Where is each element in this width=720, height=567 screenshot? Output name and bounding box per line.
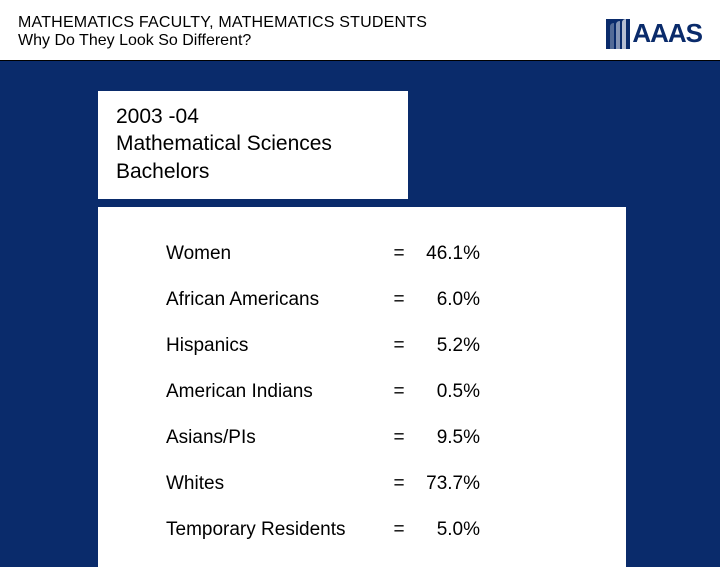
table-row: Asians/PIs = 9.5%	[98, 415, 626, 461]
header-text: MATHEMATICS FACULTY, MATHEMATICS STUDENT…	[18, 14, 427, 50]
logo-text: AAAS	[632, 18, 702, 49]
row-value: 5.0%	[414, 519, 480, 541]
row-value: 0.5%	[414, 381, 480, 403]
row-label: African Americans	[166, 289, 384, 311]
row-eq: =	[384, 335, 414, 357]
header-title-line2: Why Do They Look So Different?	[18, 32, 427, 50]
header-bar: MATHEMATICS FACULTY, MATHEMATICS STUDENT…	[0, 0, 720, 61]
table-row: Whites = 73.7%	[98, 461, 626, 507]
row-label: Hispanics	[166, 335, 384, 357]
data-table: Women = 46.1% African Americans = 6.0% H…	[98, 207, 626, 567]
row-label: American Indians	[166, 381, 384, 403]
row-label: Whites	[166, 473, 384, 495]
row-label: Asians/PIs	[166, 427, 384, 449]
row-value: 46.1%	[414, 243, 480, 265]
table-row: African Americans = 6.0%	[98, 277, 626, 323]
table-row: Hispanics = 5.2%	[98, 323, 626, 369]
row-eq: =	[384, 289, 414, 311]
table-row: Temporary Residents = 5.0%	[98, 507, 626, 553]
row-value: 73.7%	[414, 473, 480, 495]
title-line1: 2003 -04	[116, 103, 390, 130]
header-title-line1: MATHEMATICS FACULTY, MATHEMATICS STUDENT…	[18, 14, 427, 32]
row-eq: =	[384, 473, 414, 495]
logo-icon	[606, 19, 630, 49]
row-value: 6.0%	[414, 289, 480, 311]
row-value: 9.5%	[414, 427, 480, 449]
table-row: American Indians = 0.5%	[98, 369, 626, 415]
aaas-logo: AAAS	[606, 18, 702, 49]
title-line3: Bachelors	[116, 158, 390, 185]
row-eq: =	[384, 427, 414, 449]
row-value: 5.2%	[414, 335, 480, 357]
row-eq: =	[384, 243, 414, 265]
title-line2: Mathematical Sciences	[116, 130, 390, 157]
table-row: Women = 46.1%	[98, 231, 626, 277]
row-eq: =	[384, 381, 414, 403]
row-eq: =	[384, 519, 414, 541]
row-label: Temporary Residents	[166, 519, 384, 541]
slide-title: 2003 -04 Mathematical Sciences Bachelors	[98, 91, 408, 199]
row-label: Women	[166, 243, 384, 265]
